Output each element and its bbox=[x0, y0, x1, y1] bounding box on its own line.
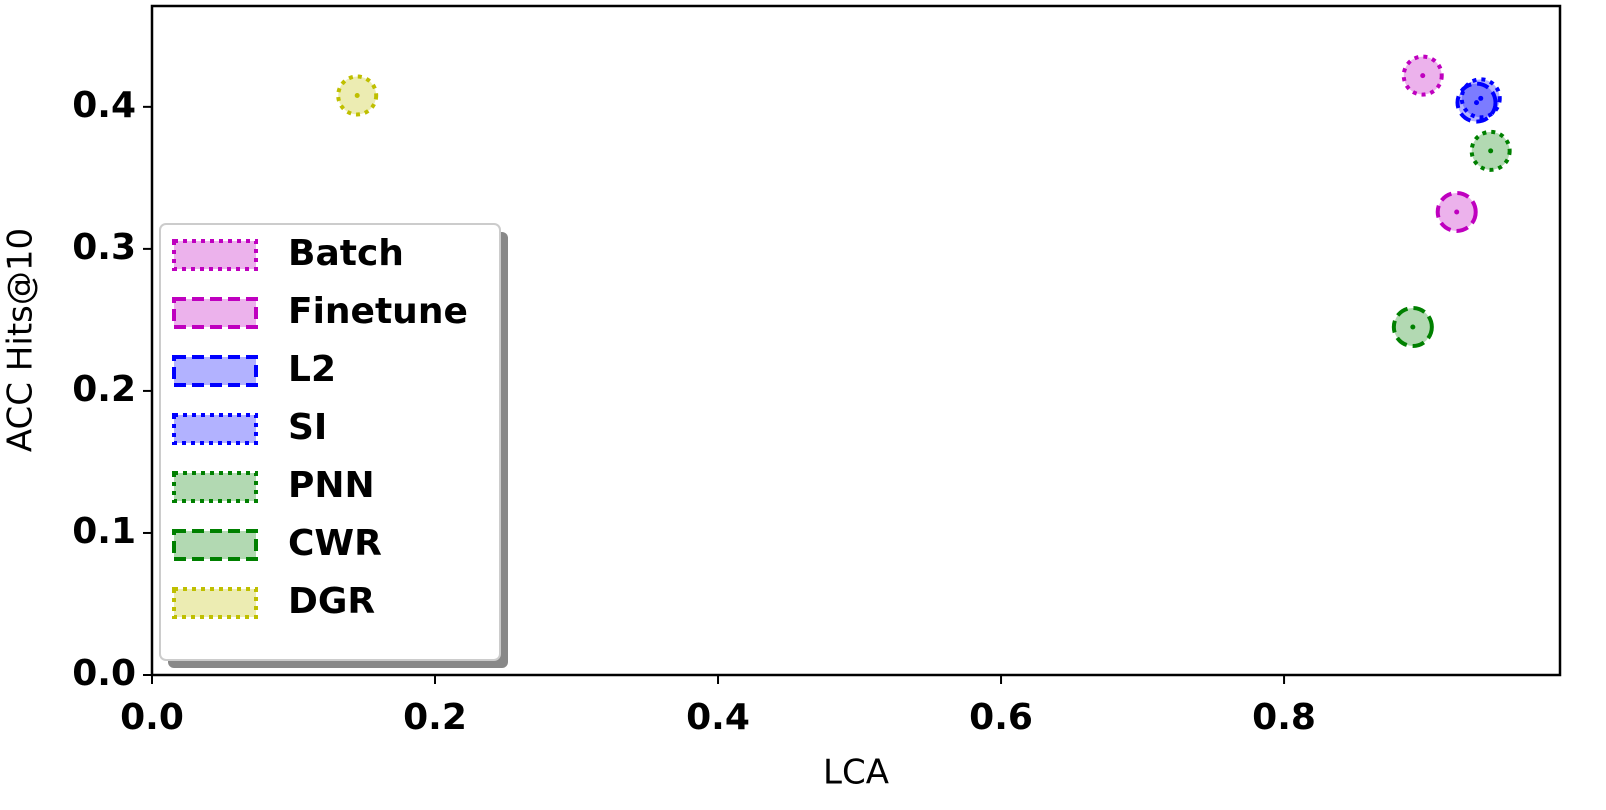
legend-label: DGR bbox=[288, 581, 375, 622]
y-axis-label: ACC Hits@10 bbox=[1, 228, 41, 452]
x-tick-label: 0.8 bbox=[1252, 697, 1316, 738]
legend-swatch bbox=[172, 471, 258, 503]
y-tick-label: 0.4 bbox=[72, 85, 136, 126]
legend-swatch bbox=[172, 297, 258, 329]
point-center bbox=[354, 92, 360, 98]
point-center bbox=[1410, 324, 1416, 330]
x-tick-label: 0.4 bbox=[686, 697, 750, 738]
y-tick-label: 0.3 bbox=[72, 227, 136, 268]
legend-label: L2 bbox=[288, 349, 336, 390]
point-center bbox=[1420, 73, 1426, 79]
legend-label: CWR bbox=[288, 523, 382, 564]
x-tick-label: 0.0 bbox=[120, 697, 184, 738]
point-center bbox=[1454, 209, 1460, 215]
y-tick-label: 0.1 bbox=[72, 511, 136, 552]
legend-swatch bbox=[172, 413, 258, 445]
legend-label: SI bbox=[288, 407, 327, 448]
legend-label: PNN bbox=[288, 465, 375, 506]
y-tick-label: 0.2 bbox=[72, 369, 136, 410]
legend-label: Batch bbox=[288, 233, 404, 274]
legend-swatch bbox=[172, 529, 258, 561]
y-tick-label: 0.0 bbox=[72, 653, 136, 694]
x-tick-label: 0.2 bbox=[403, 697, 467, 738]
plot-frame bbox=[150, 4, 1562, 677]
point-center bbox=[1474, 100, 1480, 106]
point-center bbox=[1478, 95, 1484, 101]
legend-swatch bbox=[172, 355, 258, 387]
point-center bbox=[1488, 148, 1494, 154]
x-tick-label: 0.6 bbox=[969, 697, 1033, 738]
legend-box bbox=[159, 223, 501, 661]
legend-swatch bbox=[172, 239, 258, 271]
x-axis-label: LCA bbox=[823, 753, 889, 793]
legend-swatch bbox=[172, 587, 258, 619]
legend-label: Finetune bbox=[288, 291, 468, 332]
